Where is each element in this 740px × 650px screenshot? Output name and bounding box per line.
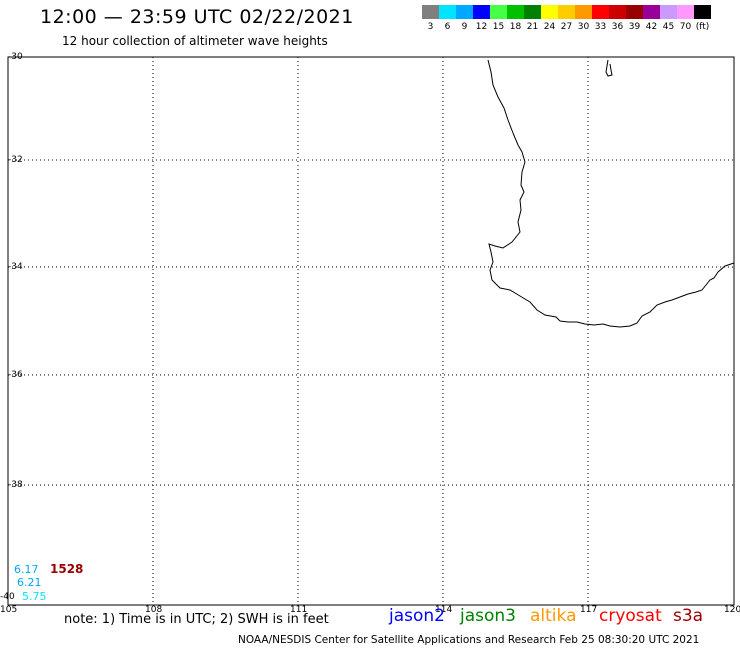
legend-label: 21	[526, 22, 539, 32]
lat-label-38: -38	[8, 480, 23, 490]
legend-label: 6	[444, 22, 451, 32]
page-subtitle: 12 hour collection of altimeter wave hei…	[62, 34, 328, 48]
lat-label-40: -40	[0, 592, 15, 602]
legend-swatch	[592, 5, 609, 19]
legend-label: 39	[628, 22, 641, 32]
coastline	[487, 59, 735, 328]
legend-swatch	[524, 5, 541, 19]
legend-swatch	[609, 5, 626, 19]
legend-swatch	[541, 5, 558, 19]
lat-label-32: -32	[8, 155, 23, 165]
lon-label-117: 117	[580, 605, 598, 615]
obs-value: 5.75	[22, 590, 47, 603]
legend-label: 12	[475, 22, 488, 32]
legend-swatch	[677, 5, 694, 19]
satellite-label-s3a: s3a	[673, 606, 704, 626]
lat-label-30: -30	[8, 52, 23, 62]
legend-swatch	[660, 5, 677, 19]
legend-label: 9	[461, 22, 468, 32]
credit-line: NOAA/NESDIS Center for Satellite Applica…	[238, 634, 700, 646]
legend-swatch	[575, 5, 592, 19]
legend-label: 70	[679, 22, 692, 32]
legend-swatch	[558, 5, 575, 19]
page-title: 12:00 — 23:59 UTC 02/22/2021	[40, 6, 354, 28]
lon-label-105: 105	[0, 605, 18, 615]
legend-label: 45	[662, 22, 675, 32]
lat-label-36: -36	[8, 370, 23, 380]
legend-label: 3	[427, 22, 434, 32]
satellite-label-jason3: jason3	[460, 606, 516, 626]
legend-label: 33	[594, 22, 607, 32]
satellite-label-jason2: jason2	[389, 606, 445, 626]
lon-label-114: 114	[435, 605, 453, 615]
legend-swatch	[473, 5, 490, 19]
lon-label-108: 108	[145, 605, 163, 615]
lat-label-34: -34	[8, 262, 23, 272]
legend-label: 15	[492, 22, 505, 32]
legend-swatch	[490, 5, 507, 19]
legend-swatch	[694, 5, 711, 19]
legend-swatch	[626, 5, 643, 19]
color-legend	[422, 5, 711, 19]
legend-label: 36	[611, 22, 624, 32]
lon-label-111: 111	[290, 605, 308, 615]
legend-swatch	[643, 5, 660, 19]
legend-swatch	[507, 5, 524, 19]
units-note: note: 1) Time is in UTC; 2) SWH is in fe…	[64, 612, 329, 627]
legend-swatch	[422, 5, 439, 19]
obs-value: 1528	[50, 562, 84, 576]
obs-value: 6.21	[17, 576, 42, 589]
obs-value: 6.17	[14, 563, 39, 576]
map-frame	[7, 56, 735, 606]
legend-swatch	[456, 5, 473, 19]
satellite-label-altika: altika	[530, 606, 577, 626]
satellite-label-cryosat: cryosat	[599, 606, 662, 626]
legend-label: 42	[645, 22, 658, 32]
legend-label: 27	[560, 22, 573, 32]
legend-label: (ft)	[695, 22, 710, 32]
legend-label: 18	[509, 22, 522, 32]
legend-label: 24	[543, 22, 556, 32]
lon-label-120: 120	[724, 605, 740, 615]
legend-swatch	[439, 5, 456, 19]
island	[605, 59, 613, 77]
legend-label: 30	[577, 22, 590, 32]
color-legend-labels: 3 6 9 12 15 18 21 24 27 30 33 36 39 42 45 70 (ft)	[422, 22, 711, 32]
